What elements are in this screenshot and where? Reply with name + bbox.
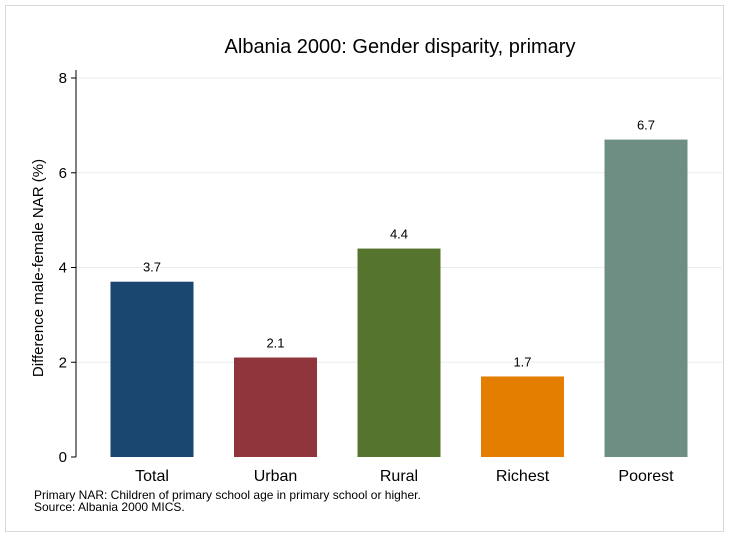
bar-poorest [604,139,688,457]
y-tick-label-3: 6 [59,165,67,182]
value-label-poorest: 6.7 [637,118,655,133]
bar-rural [357,248,441,457]
value-label-total: 3.7 [143,260,161,275]
y-axis-label: Difference male-female NAR (%) [30,159,47,377]
x-tick-label-total: Total [135,468,169,485]
value-label-urban: 2.1 [266,336,284,351]
chart-title: Albania 2000: Gender disparity, primary [225,36,576,58]
y-ticks: 0 2 4 6 8 [59,70,76,466]
value-label-richest: 1.7 [513,354,531,369]
x-tick-label-poorest: Poorest [618,468,674,485]
x-tick-labels: Total Urban Rural Richest Poorest [135,468,674,485]
x-tick-label-richest: Richest [496,468,550,485]
y-tick-label-1: 2 [59,354,67,371]
x-tick-label-rural: Rural [380,468,418,485]
bar-richest [481,376,564,457]
x-tick-label-urban: Urban [254,468,298,485]
value-labels: 3.7 2.1 4.4 1.7 6.7 [143,118,655,370]
bars [110,139,688,457]
y-tick-label-4: 8 [59,70,67,87]
bar-total [110,281,194,457]
bar-urban [234,357,317,457]
y-tick-label-0: 0 [59,449,67,466]
note-source: Source: Albania 2000 MICS. [34,500,185,514]
chart-notes: Primary NAR: Children of primary school … [34,489,421,513]
note-definition: Primary NAR: Children of primary school … [34,488,421,502]
chart-frame [5,5,724,532]
y-tick-label-2: 4 [59,260,67,277]
value-label-rural: 4.4 [390,227,408,242]
